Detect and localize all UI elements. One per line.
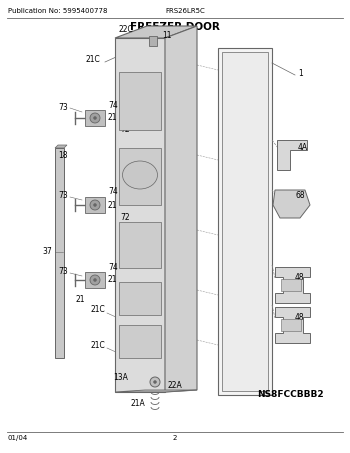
FancyBboxPatch shape xyxy=(149,36,157,46)
Polygon shape xyxy=(277,140,307,170)
Text: 21C: 21C xyxy=(90,305,105,314)
Text: 21: 21 xyxy=(75,295,85,304)
Text: 13A: 13A xyxy=(113,374,128,382)
Polygon shape xyxy=(55,145,67,148)
Polygon shape xyxy=(115,390,197,392)
Text: 21: 21 xyxy=(108,114,118,122)
Text: 73: 73 xyxy=(58,268,68,276)
Text: 74: 74 xyxy=(108,264,118,273)
Polygon shape xyxy=(119,148,161,205)
Circle shape xyxy=(93,279,97,281)
Circle shape xyxy=(90,275,100,285)
Circle shape xyxy=(150,377,160,387)
Polygon shape xyxy=(119,282,161,315)
Text: 68: 68 xyxy=(295,191,304,199)
Polygon shape xyxy=(55,148,64,358)
Text: 21C: 21C xyxy=(85,56,100,64)
Polygon shape xyxy=(281,279,301,291)
Text: 21A: 21A xyxy=(131,399,145,408)
Text: 11: 11 xyxy=(162,32,172,40)
Text: NS8FCCBBB2: NS8FCCBBB2 xyxy=(257,390,323,399)
Text: 48: 48 xyxy=(295,313,304,323)
Polygon shape xyxy=(115,26,197,38)
Circle shape xyxy=(154,381,156,384)
Polygon shape xyxy=(115,38,165,392)
Text: 22C: 22C xyxy=(118,25,133,34)
Text: 37: 37 xyxy=(42,247,52,256)
Text: Publication No: 5995400778: Publication No: 5995400778 xyxy=(8,8,107,14)
Polygon shape xyxy=(85,197,105,213)
Polygon shape xyxy=(165,26,197,392)
Polygon shape xyxy=(273,190,310,218)
Text: 21: 21 xyxy=(108,201,118,209)
Text: 21: 21 xyxy=(108,275,118,284)
Polygon shape xyxy=(85,272,105,288)
Text: 72: 72 xyxy=(120,213,130,222)
Text: 1: 1 xyxy=(298,68,303,77)
Polygon shape xyxy=(222,52,268,391)
Polygon shape xyxy=(275,267,310,303)
Circle shape xyxy=(93,203,97,207)
Text: 74: 74 xyxy=(108,101,118,110)
Text: 73: 73 xyxy=(58,191,68,199)
Polygon shape xyxy=(275,307,310,343)
Polygon shape xyxy=(119,222,161,268)
Text: FRS26LR5C: FRS26LR5C xyxy=(165,8,205,14)
Text: 22A: 22A xyxy=(167,381,182,390)
Text: 73: 73 xyxy=(58,103,68,112)
Ellipse shape xyxy=(122,161,158,189)
Polygon shape xyxy=(218,48,272,395)
Text: 2: 2 xyxy=(173,435,177,441)
Polygon shape xyxy=(85,110,105,126)
Circle shape xyxy=(90,200,100,210)
Polygon shape xyxy=(119,325,161,358)
Text: 21C: 21C xyxy=(90,341,105,350)
Text: 18: 18 xyxy=(58,150,68,159)
Text: 72: 72 xyxy=(120,125,130,135)
Text: 01/04: 01/04 xyxy=(8,435,28,441)
Text: 48: 48 xyxy=(295,274,304,283)
Polygon shape xyxy=(119,72,161,130)
Text: 74: 74 xyxy=(108,188,118,197)
Circle shape xyxy=(90,113,100,123)
Polygon shape xyxy=(281,319,301,331)
Text: FREEZER DOOR: FREEZER DOOR xyxy=(130,22,220,32)
Text: 4A: 4A xyxy=(298,144,308,153)
Circle shape xyxy=(93,116,97,120)
